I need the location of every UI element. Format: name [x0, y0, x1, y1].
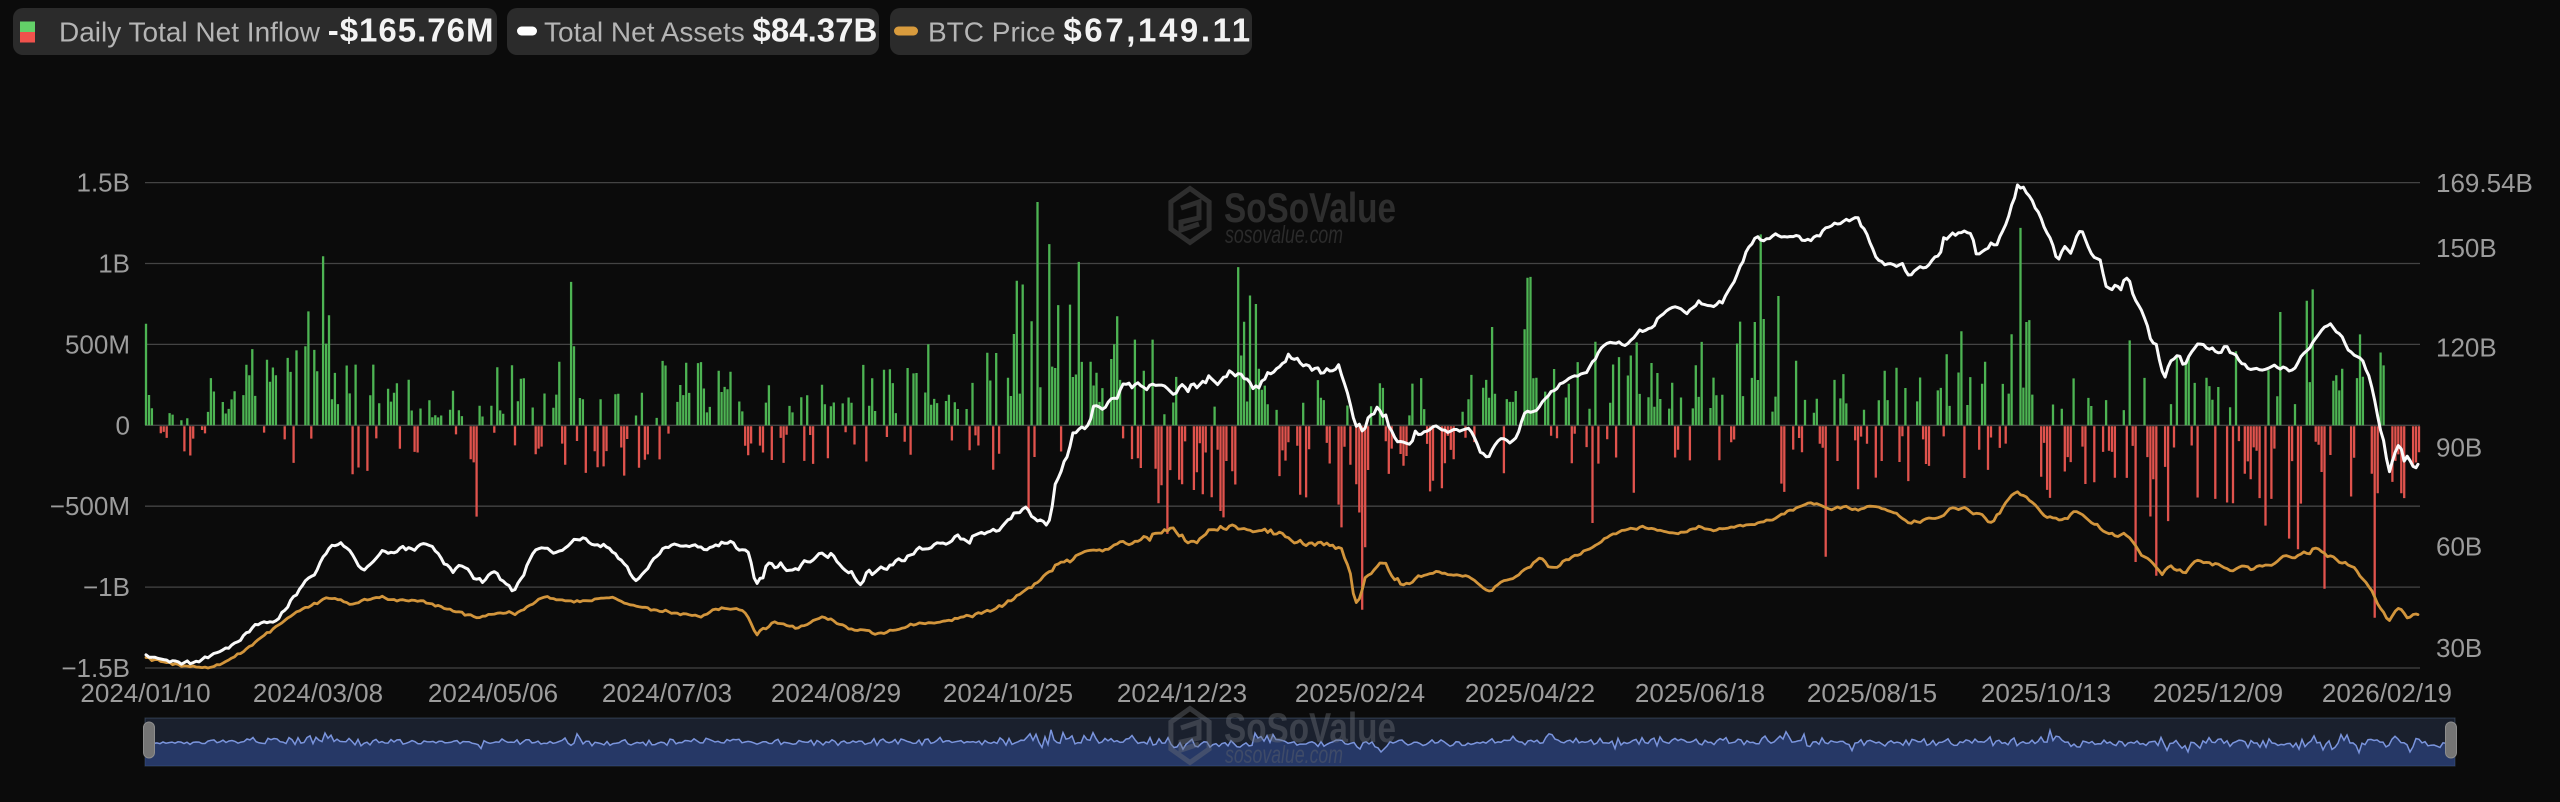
svg-text:30B: 30B	[2436, 633, 2482, 663]
svg-text:−500M: −500M	[50, 491, 130, 521]
svg-text:60B: 60B	[2436, 531, 2482, 561]
svg-text:1.5B: 1.5B	[77, 168, 131, 198]
svg-text:90B: 90B	[2436, 433, 2482, 463]
svg-text:2025/08/15: 2025/08/15	[1807, 678, 1937, 708]
svg-text:Daily Total Net Inflow -$165.7: Daily Total Net Inflow -$165.76M	[59, 12, 494, 49]
svg-text:2024/10/25: 2024/10/25	[943, 678, 1073, 708]
svg-text:169.54B: 169.54B	[2436, 168, 2533, 198]
svg-text:2024/03/08: 2024/03/08	[253, 678, 383, 708]
svg-text:2024/12/23: 2024/12/23	[1117, 678, 1247, 708]
svg-text:2025/12/09: 2025/12/09	[2153, 678, 2283, 708]
svg-text:1B: 1B	[98, 249, 130, 279]
svg-text:2025/04/22: 2025/04/22	[1465, 678, 1595, 708]
svg-text:sosovalue.com: sosovalue.com	[1225, 741, 1343, 769]
svg-text:sosovalue.com: sosovalue.com	[1225, 221, 1343, 249]
svg-text:2025/06/18: 2025/06/18	[1635, 678, 1765, 708]
svg-text:Total Net Assets $84.37B: Total Net Assets $84.37B	[544, 12, 877, 49]
svg-text:500M: 500M	[65, 329, 130, 359]
svg-text:2024/01/10: 2024/01/10	[80, 678, 210, 708]
svg-text:SoSoValue: SoSoValue	[1224, 704, 1396, 751]
svg-text:2025/02/24: 2025/02/24	[1295, 678, 1425, 708]
svg-text:0: 0	[116, 410, 130, 440]
svg-text:−1B: −1B	[83, 572, 130, 602]
svg-text:150B: 150B	[2436, 233, 2497, 263]
svg-text:2024/07/03: 2024/07/03	[602, 678, 732, 708]
svg-text:2026/02/19: 2026/02/19	[2322, 678, 2452, 708]
svg-text:2025/10/13: 2025/10/13	[1981, 678, 2111, 708]
svg-text:2024/08/29: 2024/08/29	[771, 678, 901, 708]
svg-text:2024/05/06: 2024/05/06	[428, 678, 558, 708]
svg-text:−1.5B: −1.5B	[61, 653, 130, 683]
svg-text:BTC Price $67,149.11: BTC Price $67,149.11	[928, 12, 1253, 49]
svg-text:SoSoValue: SoSoValue	[1224, 184, 1396, 231]
svg-text:120B: 120B	[2436, 333, 2497, 363]
